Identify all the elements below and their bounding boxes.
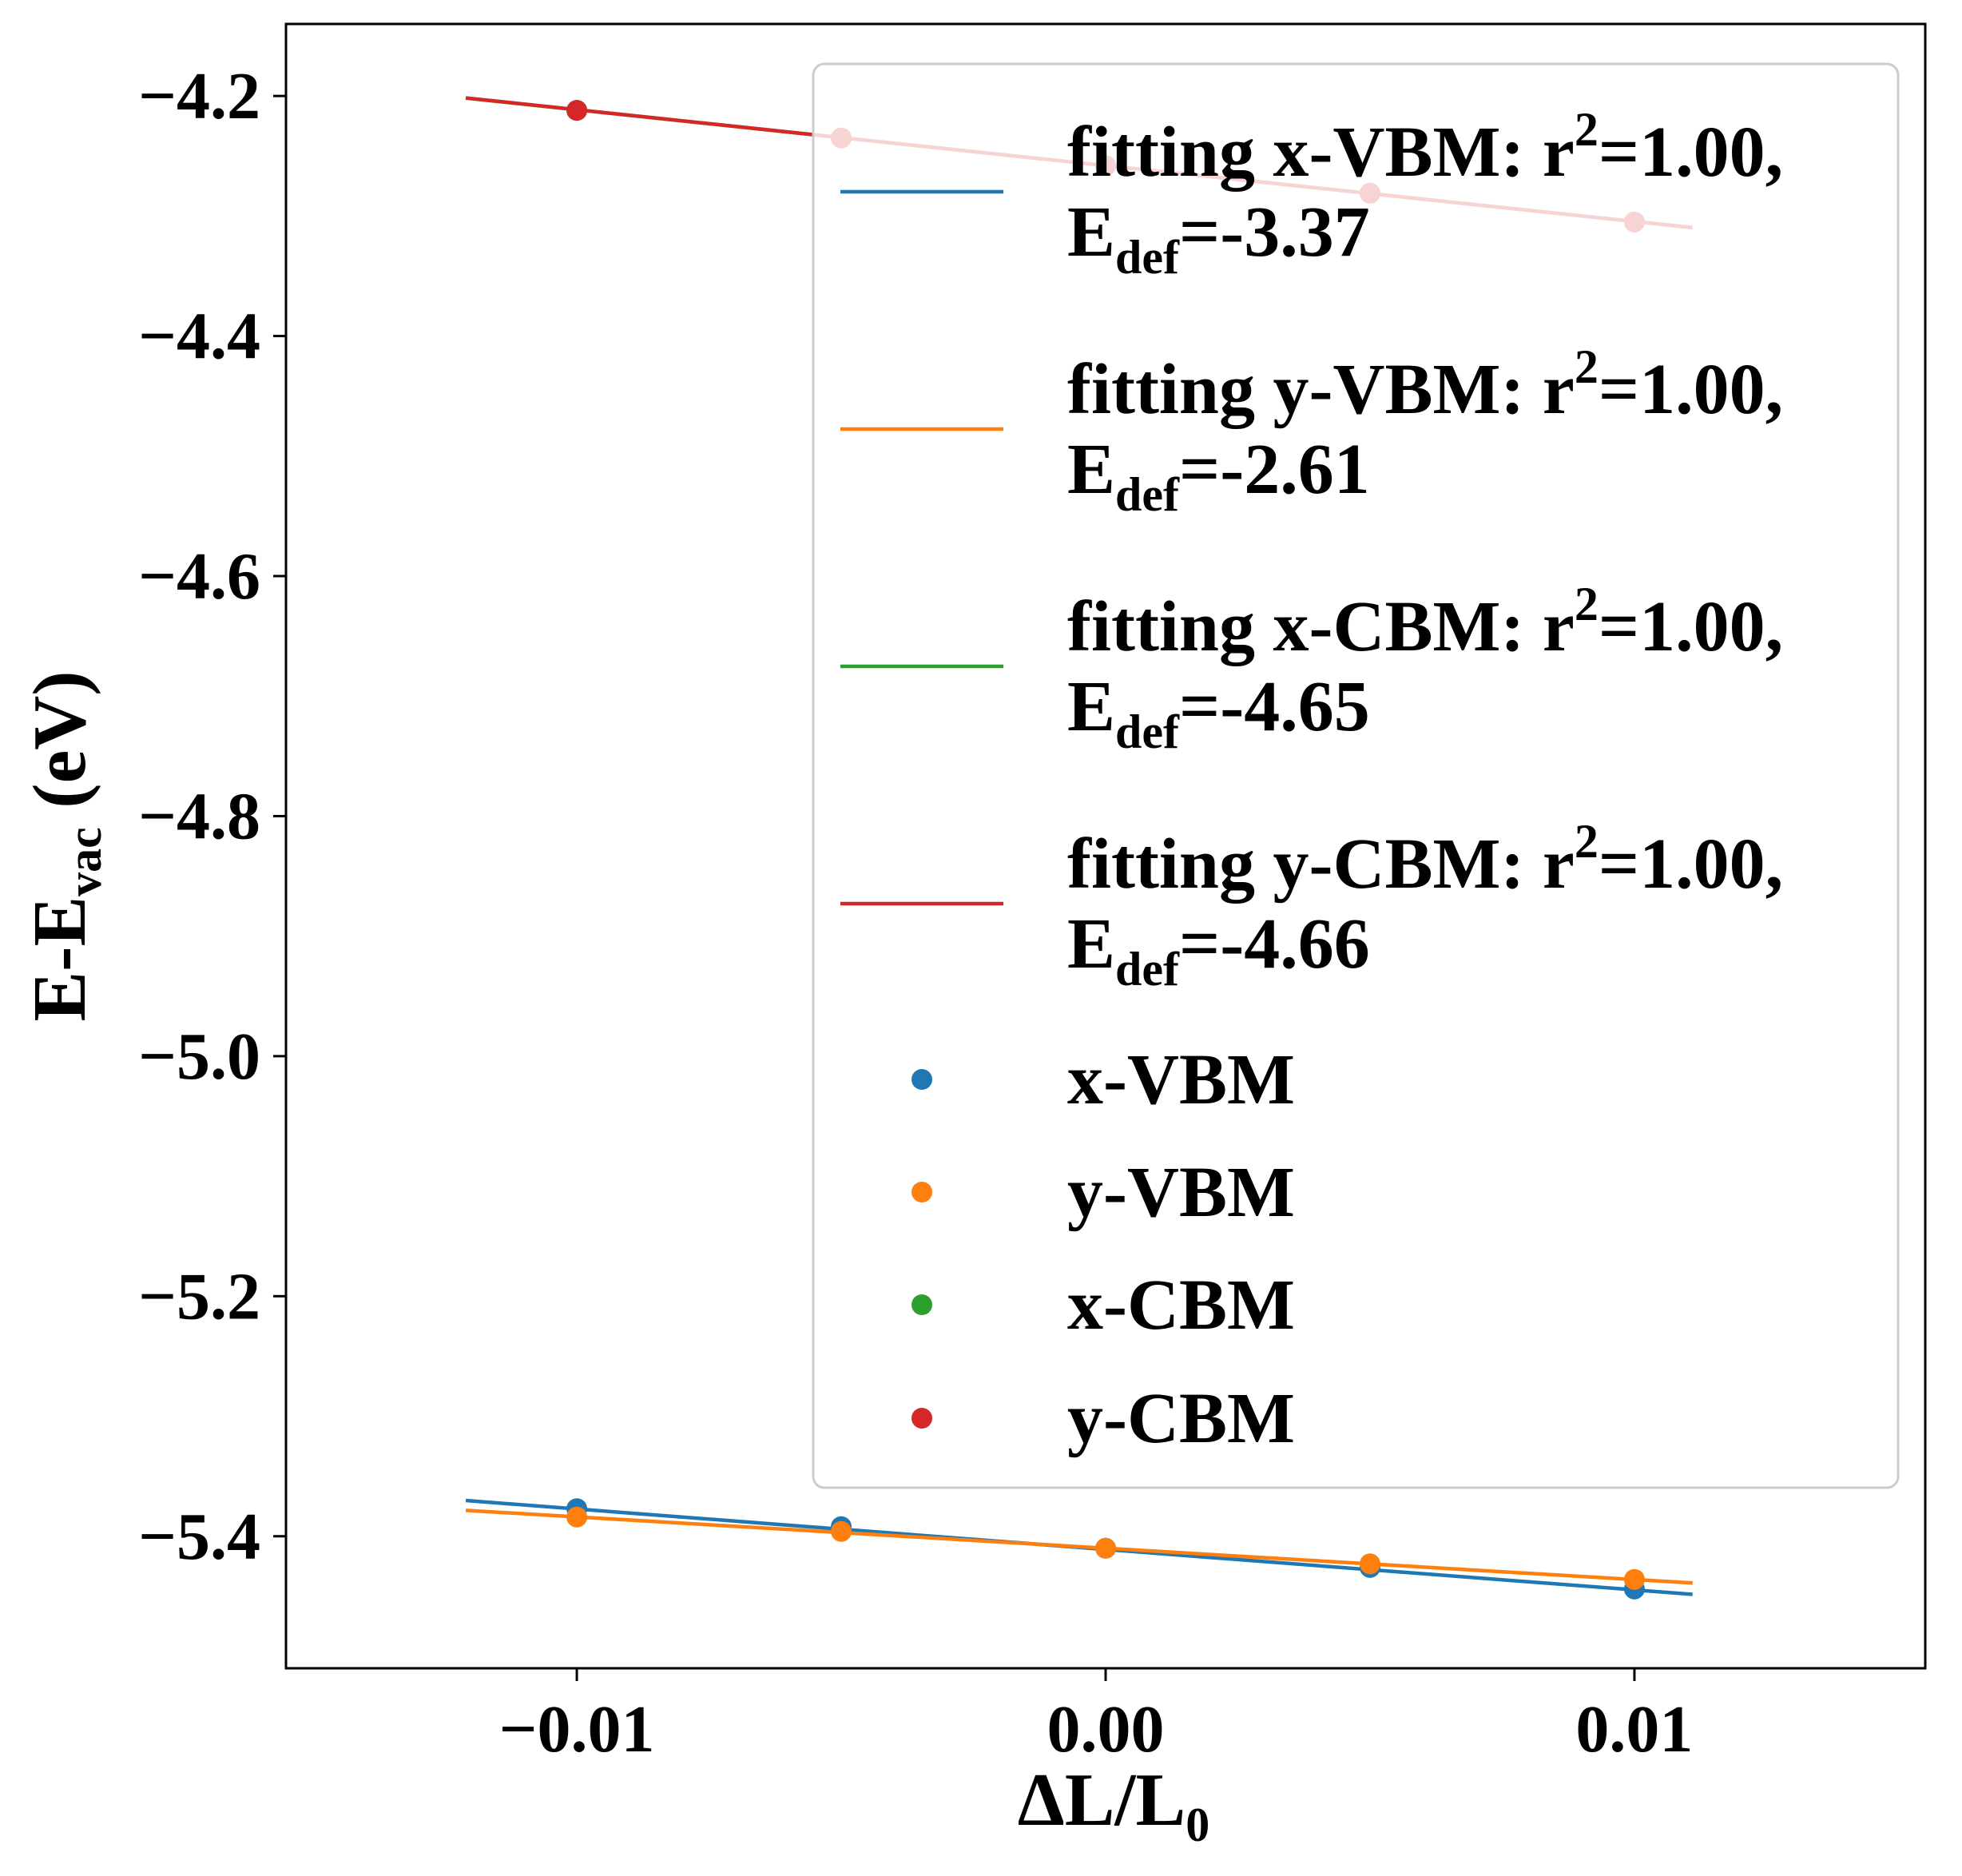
legend-label-fit-4-line2: Edef=-4.66 (1067, 904, 1370, 996)
legend-label-fit-2-line1: fitting y-VBM: r2=1.00, (1067, 340, 1783, 429)
legend: fitting x-VBM: r2=1.00,Edef=-3.37 fitting… (812, 62, 1900, 1489)
legend-marker-y-cbm (911, 1408, 932, 1429)
legend-marker-x-vbm (911, 1069, 932, 1090)
x-tick-label: −0.01 (499, 1692, 655, 1767)
legend-label-fit-2-line2: Edef=-2.61 (1067, 430, 1370, 521)
x-axis-label: ΔL/L0 (1018, 1759, 1209, 1851)
legend-label-x-vbm: x-VBM (1067, 1040, 1295, 1119)
y-tick-label: −4.6 (138, 539, 260, 614)
point-y-vbm-5 (1623, 1568, 1645, 1590)
x-tick-label: 0.01 (1575, 1692, 1693, 1767)
legend-marker-y-vbm (911, 1182, 932, 1202)
y-tick-label: −4.8 (138, 779, 260, 853)
legend-label-x-cbm: x-CBM (1067, 1266, 1295, 1345)
y-tick-label: −4.2 (138, 59, 260, 133)
y-tick-label: −5.2 (138, 1259, 260, 1333)
axis-ticks: −0.01 0.00 0.01 −4.2 −4.4 −4.6 −4.8 −5.0 −5.2 −5.… (138, 59, 1693, 1767)
legend-label-fit-1-line1: fitting x-VBM: r2=1.00, (1067, 103, 1783, 192)
legend-label-fit-3-line1: fitting x-CBM: r2=1.00, (1067, 578, 1783, 666)
x-tick-label: 0.00 (1047, 1692, 1165, 1767)
legend-label-fit-4-line1: fitting y-CBM: r2=1.00, (1067, 815, 1783, 904)
fit-line-2 (465, 1508, 1693, 1585)
point-y-cbm-1 (566, 100, 588, 121)
plot-frame (284, 22, 1927, 1670)
point-y-vbm-2 (831, 1520, 852, 1542)
legend-marker-x-cbm (911, 1294, 932, 1315)
legend-label-y-cbm: y-CBM (1067, 1379, 1295, 1458)
legend-box (812, 62, 1900, 1489)
legend-label-y-vbm: y-VBM (1067, 1153, 1295, 1232)
legend-label-fit-1-line2: Edef=-3.37 (1067, 193, 1370, 284)
point-y-vbm-3 (1095, 1537, 1116, 1559)
point-y-vbm-4 (1359, 1553, 1380, 1575)
point-y-vbm-1 (566, 1506, 588, 1528)
legend-label-fit-3-line2: Edef=-4.65 (1067, 667, 1370, 758)
y-axis-label: E-Evac (eV) (18, 670, 111, 1021)
y-tick-label: −5.4 (138, 1500, 260, 1574)
y-tick-label: −4.4 (138, 300, 260, 374)
y-tick-label: −5.0 (138, 1019, 260, 1094)
